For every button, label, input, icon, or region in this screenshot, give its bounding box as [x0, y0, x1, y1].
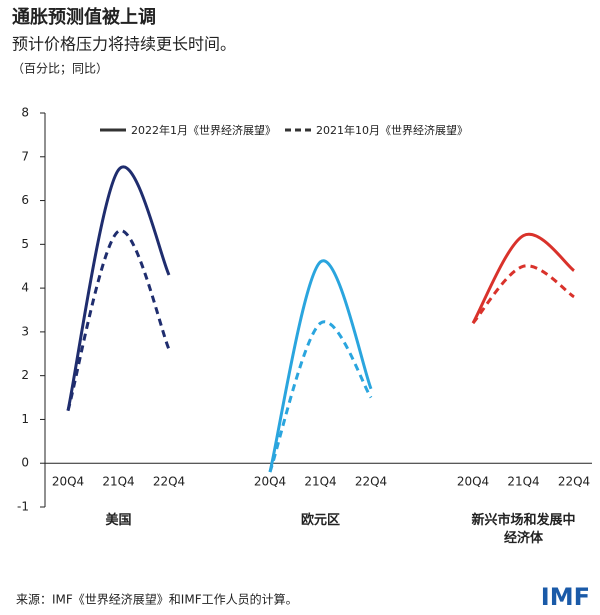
series-line	[66, 229, 171, 412]
series-line	[268, 320, 373, 473]
group-label: 新兴市场和发展中经济体	[471, 513, 576, 546]
y-tick-label: 5	[21, 237, 29, 251]
x-tick-label: 20Q4	[254, 475, 286, 489]
x-tick-label: 20Q4	[52, 475, 84, 489]
group-label: 美国	[105, 513, 132, 528]
y-tick-label: 0	[21, 456, 29, 470]
x-tick-label: 22Q4	[153, 475, 185, 489]
x-tick-label: 20Q4	[457, 475, 489, 489]
y-tick-label: 3	[21, 324, 29, 338]
y-tick-label: 8	[21, 106, 29, 120]
chart-note: （百分比；同比）	[12, 62, 108, 76]
x-tick-label: 22Q4	[355, 475, 387, 489]
series-line	[268, 259, 373, 473]
y-tick-label: 1	[21, 412, 29, 426]
y-tick-label: 2	[21, 368, 29, 382]
series-line	[471, 264, 575, 325]
y-tick-label: -1	[17, 500, 29, 514]
legend-label: 2021年10月《世界经济展望》	[316, 123, 468, 137]
group-label: 欧元区	[300, 513, 340, 528]
y-tick-label: 4	[21, 281, 29, 295]
series-line	[471, 232, 575, 324]
logo: IMF	[541, 583, 590, 611]
legend-label: 2022年1月《世界经济展望》	[131, 123, 276, 137]
y-tick-label: 7	[21, 149, 29, 163]
source: 来源：IMF《世界经济展望》和IMF工作人员的计算。	[16, 592, 298, 607]
x-tick-label: 21Q4	[304, 475, 336, 489]
series-line	[66, 165, 171, 411]
chart-title: 通胀预测值被上调	[12, 6, 156, 28]
x-tick-label: 21Q4	[507, 475, 539, 489]
x-tick-label: 21Q4	[102, 475, 134, 489]
y-tick-label: 6	[21, 193, 29, 207]
x-tick-label: 22Q4	[558, 475, 590, 489]
chart-subtitle: 预计价格压力将持续更长时间。	[12, 35, 236, 54]
